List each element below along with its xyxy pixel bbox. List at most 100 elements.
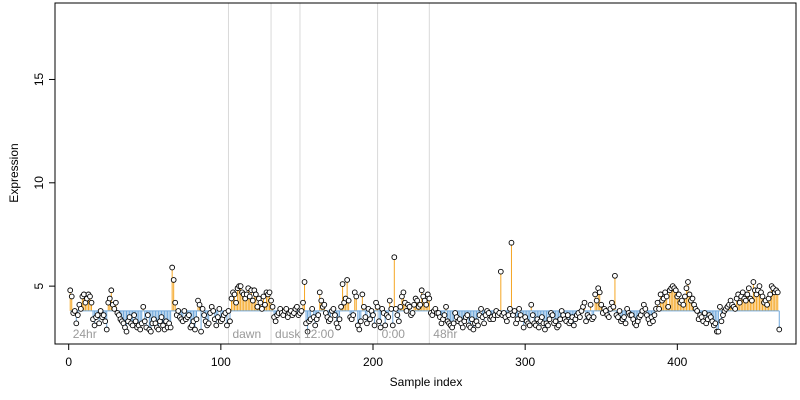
data-points: [67, 239, 783, 335]
data-point: [529, 312, 536, 318]
x-tick-label: 200: [363, 355, 383, 369]
x-tick-label: 0: [65, 355, 72, 369]
phase-label: 0:00: [382, 327, 406, 341]
data-point: [749, 297, 755, 304]
data-point: [94, 312, 101, 318]
data-point: [301, 279, 308, 285]
data-point: [701, 310, 708, 316]
phase-label: 48hr: [433, 327, 457, 341]
x-axis-title: Sample index: [390, 375, 463, 389]
data-point: [497, 268, 504, 275]
data-point: [450, 320, 457, 327]
data-point: [167, 324, 174, 331]
data-point: [736, 299, 743, 306]
data-point: [615, 314, 621, 320]
data-point: [96, 320, 102, 327]
data-point: [694, 308, 700, 314]
data-point: [268, 297, 274, 304]
data-point: [508, 239, 515, 246]
data-point: [663, 293, 670, 300]
data-point: [192, 326, 198, 333]
data-point: [315, 312, 322, 318]
data-point: [590, 314, 597, 320]
data-point: [371, 322, 378, 329]
data-point: [68, 293, 75, 300]
data-point: [564, 312, 571, 318]
data-point: [304, 328, 311, 335]
data-point: [616, 308, 623, 314]
data-point: [113, 299, 119, 306]
y-axis-title: Expression: [7, 143, 21, 202]
y-tick-label: 10: [32, 176, 46, 190]
data-point: [350, 312, 357, 318]
data-point: [598, 301, 605, 308]
data-point: [155, 326, 162, 333]
data-point: [622, 320, 629, 327]
data-point: [657, 291, 664, 298]
data-point: [272, 318, 279, 325]
y-tick-label: 5: [32, 282, 46, 289]
data-point: [237, 283, 244, 289]
data-point: [732, 306, 738, 312]
data-point: [552, 318, 559, 325]
data-point: [170, 277, 177, 283]
data-point: [414, 297, 420, 304]
data-point: [596, 289, 603, 296]
data-point: [359, 291, 366, 298]
data-point: [210, 308, 217, 314]
data-point: [332, 312, 338, 318]
data-point: [262, 301, 268, 308]
data-point: [71, 308, 78, 314]
data-point: [712, 320, 719, 327]
data-point: [423, 301, 430, 308]
data-point: [260, 293, 267, 300]
data-point: [141, 318, 148, 325]
data-point: [389, 322, 396, 329]
data-point: [739, 289, 746, 296]
data-point: [316, 289, 323, 296]
data-point: [388, 306, 395, 312]
data-point: [198, 328, 204, 335]
data-point: [391, 254, 398, 261]
data-point: [88, 299, 95, 306]
data-point: [539, 314, 545, 320]
data-point: [409, 310, 416, 316]
data-point: [353, 293, 360, 300]
data-point: [528, 301, 535, 308]
data-point: [339, 281, 346, 287]
data-point: [74, 312, 81, 318]
data-point: [102, 318, 109, 325]
data-point: [511, 308, 518, 314]
data-point: [123, 328, 130, 335]
data-point: [129, 322, 136, 329]
data-point: [505, 312, 512, 318]
data-point: [309, 306, 315, 312]
data-point: [370, 312, 376, 318]
data-point: [683, 285, 690, 292]
data-point: [520, 324, 527, 331]
data-point: [750, 279, 757, 285]
x-axis: 0 100 200 300 400: [65, 344, 688, 369]
data-point: [144, 312, 151, 318]
data-point: [545, 322, 551, 329]
data-point: [555, 322, 562, 329]
data-point: [356, 326, 363, 333]
data-point: [682, 293, 688, 300]
data-point: [592, 291, 599, 298]
data-point: [254, 303, 261, 310]
data-point: [335, 324, 341, 331]
data-point: [767, 291, 773, 298]
data-point: [581, 299, 588, 306]
data-point: [103, 326, 110, 333]
data-point: [675, 291, 682, 298]
data-point: [400, 289, 407, 296]
data-point: [469, 316, 475, 323]
data-point: [549, 312, 556, 318]
data-point: [651, 312, 658, 318]
data-point: [227, 318, 233, 325]
data-point: [73, 320, 80, 327]
data-point: [224, 322, 230, 329]
data-point: [406, 303, 413, 310]
data-point: [257, 299, 264, 306]
data-point: [650, 318, 656, 325]
